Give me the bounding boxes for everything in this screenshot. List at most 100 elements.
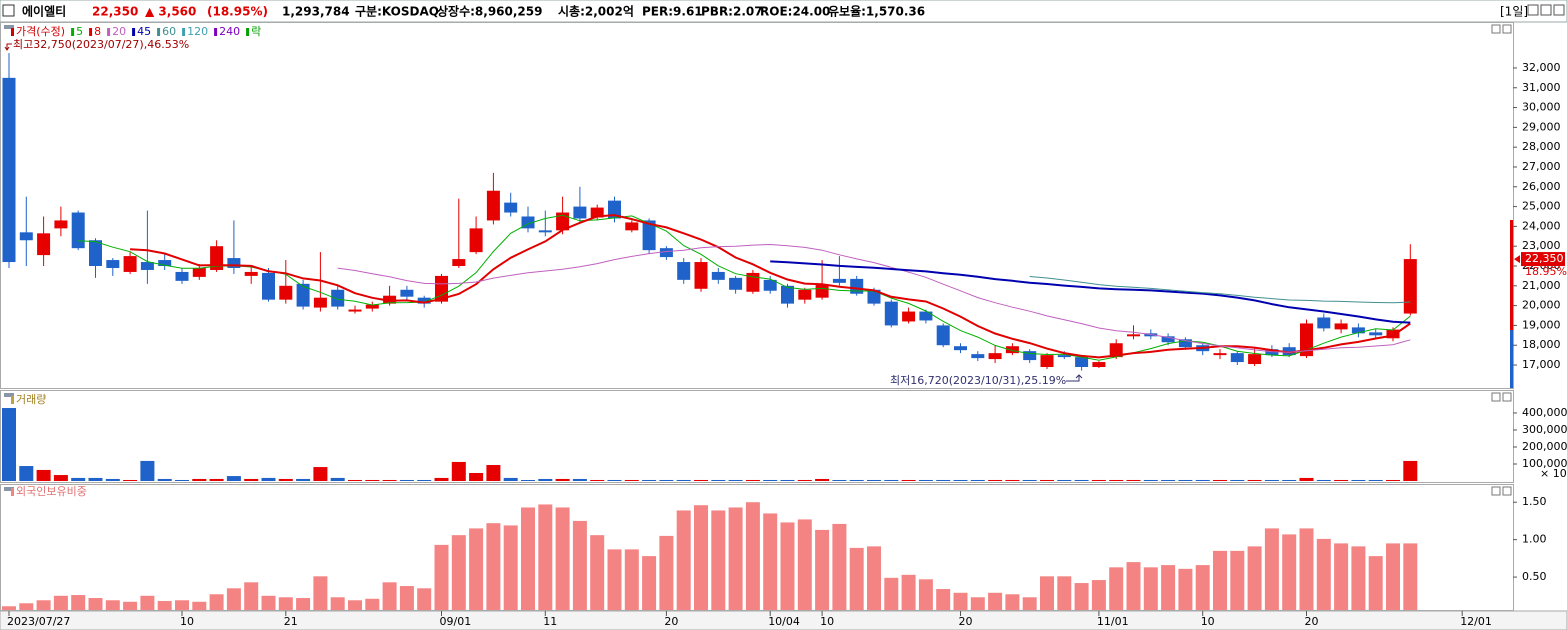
candle-body [2, 77, 16, 263]
bar [1316, 538, 1331, 610]
bar [330, 477, 345, 481]
candle-body [504, 202, 518, 213]
bar [815, 478, 830, 481]
candle-body [521, 216, 535, 229]
y-tick-label: 28,000 [1522, 140, 1561, 153]
candle-body [383, 295, 397, 304]
bar [624, 479, 639, 481]
bar [711, 510, 726, 610]
legend-label: 120 [187, 25, 208, 38]
candle-body [832, 278, 846, 283]
bar [555, 507, 570, 610]
y-tick-label: 20,000 [1522, 299, 1561, 312]
candle-body [1075, 357, 1089, 368]
market-cap: 시총:2,002억 [558, 4, 634, 19]
bar [1213, 550, 1227, 610]
candle-body [1248, 354, 1262, 365]
bar [607, 479, 622, 481]
bar [2, 606, 16, 610]
x-tick-label: 12/01 [1460, 615, 1492, 628]
x-tick-label: 10 [820, 615, 834, 628]
candle-body [158, 260, 172, 266]
change: ▲ 3,560 [145, 5, 196, 19]
bar [244, 478, 259, 481]
bar [1126, 562, 1141, 610]
candle-body [573, 206, 587, 219]
bar [832, 523, 847, 610]
panel-button[interactable] [1491, 24, 1501, 34]
legend-swatch [182, 28, 186, 36]
bar [209, 594, 224, 610]
y-tick-label: 29,000 [1522, 120, 1561, 133]
bar [745, 502, 760, 610]
period[interactable]: [1일] [1500, 5, 1528, 19]
candle-body [435, 275, 448, 302]
x-tick-label: 10 [1201, 615, 1215, 628]
legend-label: 45 [137, 25, 151, 38]
bar [918, 579, 933, 610]
candle-body [71, 212, 85, 249]
bar [1057, 576, 1072, 610]
candle-body [1351, 327, 1365, 334]
bar [676, 510, 691, 610]
high-arrow [4, 43, 12, 51]
bar [19, 466, 34, 481]
bar [88, 598, 103, 610]
legend-swatch [107, 28, 111, 36]
bar [1161, 565, 1176, 610]
bar [71, 595, 86, 610]
candle-body [815, 284, 829, 298]
panel-button[interactable] [1502, 486, 1512, 496]
bar [1386, 479, 1400, 481]
candle-body [296, 283, 310, 307]
x-tick-label: 20 [664, 615, 678, 628]
candle-body [1334, 323, 1348, 330]
y-tick-label: 100,000 [1522, 457, 1567, 470]
bar [1161, 479, 1176, 481]
bar [1126, 479, 1141, 481]
bar [1057, 479, 1072, 481]
panel-button[interactable] [1491, 486, 1501, 496]
window-button[interactable] [1527, 4, 1539, 16]
panel-button[interactable] [1502, 392, 1512, 402]
checkbox[interactable] [2, 4, 15, 17]
y-tick-label: 19,000 [1522, 318, 1561, 331]
bar [590, 479, 605, 481]
candle-body [279, 285, 293, 300]
candle-body [1369, 332, 1383, 336]
candle-body [54, 220, 68, 229]
bar [1074, 479, 1089, 481]
bar [1299, 477, 1314, 481]
low-annotation: 최저16,720(2023/10/31),25.19% [890, 374, 1066, 387]
panel-button[interactable] [1491, 392, 1501, 402]
bar [538, 478, 553, 481]
bar [175, 600, 189, 610]
bar [192, 601, 207, 610]
y-tick-label: 23,000 [1522, 239, 1561, 252]
bar [936, 589, 951, 610]
legend-label: 240 [219, 25, 240, 38]
bar [555, 478, 570, 481]
candle-body [331, 289, 345, 307]
range-bar [1510, 220, 1513, 330]
candle-body [781, 285, 794, 304]
legend-swatch [214, 28, 218, 36]
legend-swatch [89, 28, 93, 36]
bar [867, 546, 881, 610]
x-tick-label: 2023/07/27 [7, 615, 70, 628]
x-tick-label: 10 [180, 615, 194, 628]
bar [711, 479, 726, 481]
legend-label: 60 [162, 25, 176, 38]
candle-body [244, 271, 258, 276]
bar [157, 478, 172, 481]
close-button[interactable] [1553, 4, 1565, 16]
candle-body [1092, 362, 1106, 368]
candle-body [210, 246, 224, 270]
bar [607, 549, 622, 610]
window-button[interactable] [1540, 4, 1552, 16]
panel-button[interactable] [1502, 24, 1512, 34]
x-tick-label: 10/04 [768, 615, 800, 628]
bar [1074, 583, 1089, 610]
legend-swatch [132, 28, 136, 36]
